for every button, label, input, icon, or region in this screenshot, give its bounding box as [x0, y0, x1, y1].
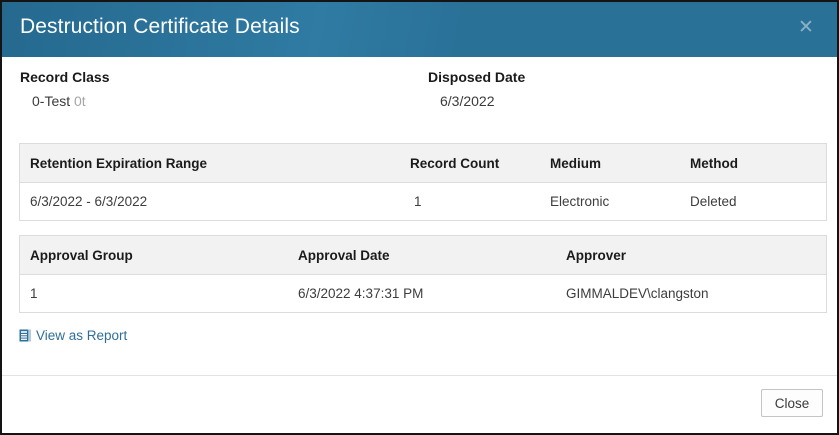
cell-approval-group: 1 — [30, 286, 38, 301]
report-icon — [19, 329, 31, 341]
summary-section: Record Class 0-Test 0t Disposed Date 6/3… — [2, 69, 837, 131]
close-icon[interactable]: ✕ — [798, 17, 814, 38]
retention-table-header-row: Retention Expiration Range Record Count … — [20, 144, 826, 183]
cell-medium: Electronic — [550, 194, 610, 209]
record-class-label: Record Class — [20, 69, 110, 85]
column-header-record-count: Record Count — [410, 155, 500, 171]
cell-retention-expiration-range: 6/3/2022 - 6/3/2022 — [30, 194, 148, 209]
dialog-title-bar: Destruction Certificate Details ✕ — [2, 2, 837, 57]
column-header-medium: Medium — [550, 155, 602, 171]
record-class-value-main: 0-Test — [32, 93, 75, 109]
cell-method: Deleted — [690, 194, 737, 209]
view-as-report-label: View as Report — [36, 327, 128, 343]
cell-approval-date: 6/3/2022 4:37:31 PM — [298, 286, 424, 301]
dialog-body: Record Class 0-Test 0t Disposed Date 6/3… — [2, 57, 837, 433]
record-class-value: 0-Test 0t — [32, 93, 109, 109]
retention-table: Retention Expiration Range Record Count … — [19, 143, 827, 221]
column-header-retention-expiration-range: Retention Expiration Range — [30, 155, 208, 171]
disposed-date-label: Disposed Date — [428, 69, 526, 85]
column-header-approver: Approver — [566, 247, 627, 263]
footer-divider — [2, 375, 837, 376]
record-class-field: Record Class 0-Test 0t — [20, 69, 109, 109]
disposed-date-field: Disposed Date 6/3/2022 — [428, 69, 525, 109]
table-row: 6/3/2022 - 6/3/2022 1 Electronic Deleted — [20, 183, 826, 220]
close-button[interactable]: Close — [761, 389, 823, 417]
cell-record-count: 1 — [414, 194, 422, 209]
column-header-approval-date: Approval Date — [298, 247, 390, 263]
table-row: 1 6/3/2022 4:37:31 PM GIMMALDEV\clangsto… — [20, 275, 826, 312]
disposed-date-value: 6/3/2022 — [440, 93, 495, 109]
record-class-value-suffix: 0t — [74, 93, 86, 109]
approval-table-header-row: Approval Group Approval Date Approver — [20, 236, 826, 275]
column-header-approval-group: Approval Group — [30, 247, 133, 263]
view-as-report-link[interactable]: View as Report — [19, 325, 127, 345]
cell-approver: GIMMALDEV\clangston — [566, 286, 709, 301]
approval-table: Approval Group Approval Date Approver 1 … — [19, 235, 827, 313]
column-header-method: Method — [690, 155, 738, 171]
dialog-title: Destruction Certificate Details — [20, 15, 300, 38]
